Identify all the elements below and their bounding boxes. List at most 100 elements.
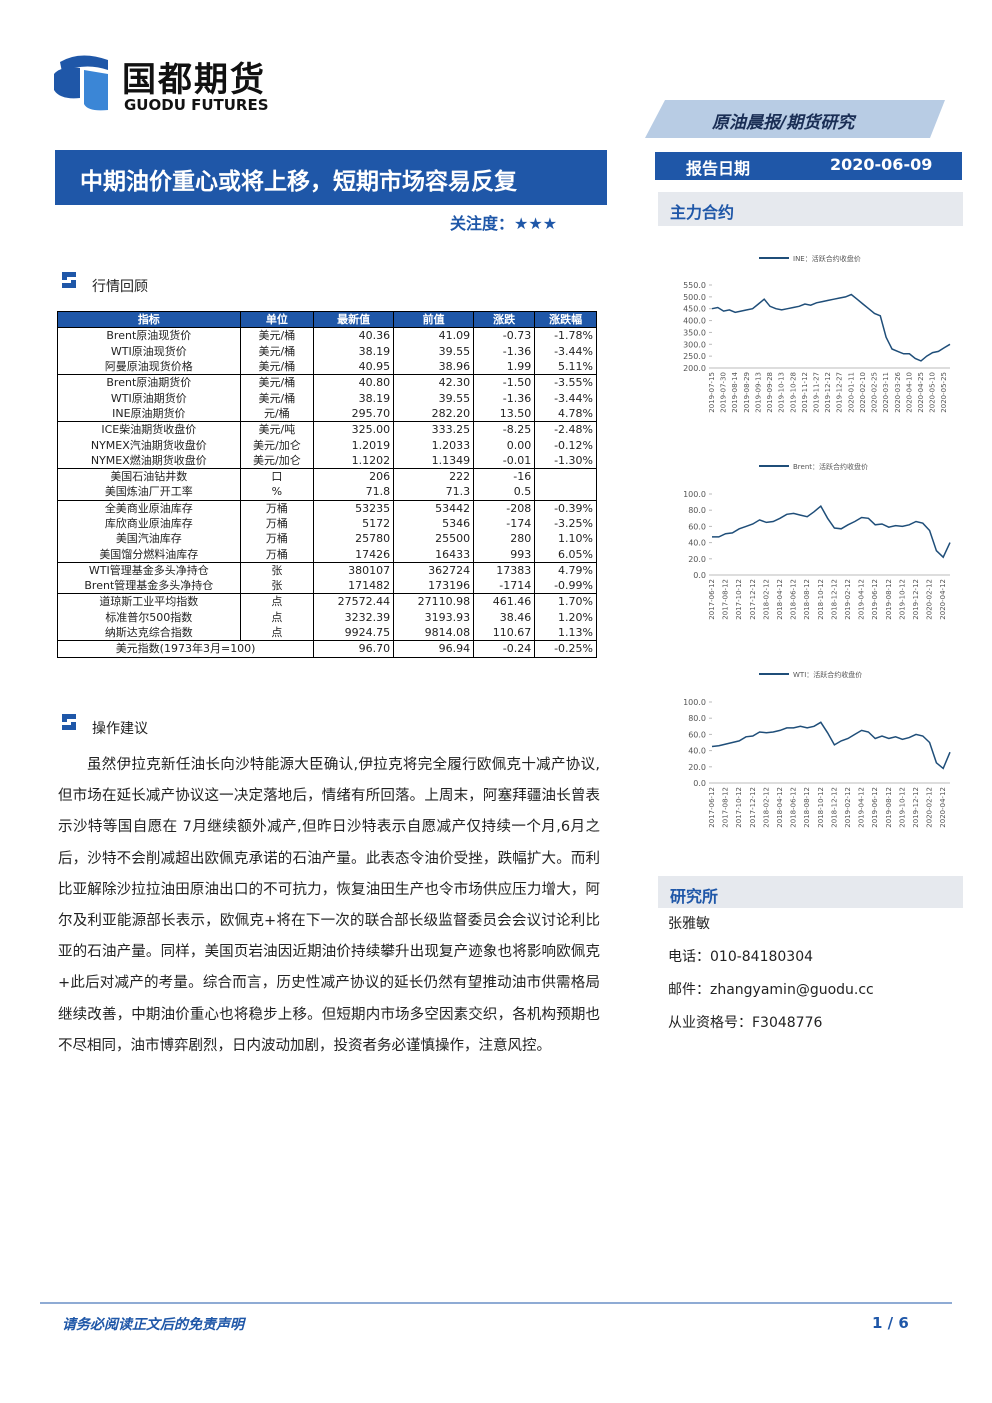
cell: -3.25% bbox=[534, 515, 597, 532]
table-row: WTI管理基金多头净持仓张 380107 362724 17383 4.79% bbox=[57, 562, 597, 579]
cell: 美元/桶 bbox=[239, 374, 315, 391]
disclaimer: 请务必阅读正文后的免责声明 bbox=[62, 1317, 244, 1333]
cell: 6.05% bbox=[534, 546, 597, 563]
y-tick-label: 20.0 bbox=[688, 555, 706, 564]
cell: 1.1349 bbox=[393, 452, 475, 469]
cell: 3193.93 bbox=[393, 609, 475, 625]
section-title: 操作建议 bbox=[92, 721, 148, 737]
x-tick-label: 2019-10-28 bbox=[789, 372, 797, 413]
x-tick-label: 2019-08-12 bbox=[885, 787, 893, 828]
cell: -208 bbox=[473, 500, 536, 516]
cell: 5.11% bbox=[534, 358, 597, 375]
y-tick-label: 80.0 bbox=[688, 714, 706, 723]
x-tick-label: 2020-03-11 bbox=[882, 372, 890, 413]
cell: 1.2033 bbox=[393, 437, 475, 453]
cell: Brent管理基金多头净持仓 bbox=[57, 578, 241, 594]
cell: ICE柴油期货收盘价 bbox=[57, 421, 241, 438]
table-row: WTI原油期货价 美元/桶 38.19 39.55 -1.36 -3.44% bbox=[57, 390, 597, 406]
y-tick-label: 100.0 bbox=[683, 698, 706, 707]
cell: 美元指数(1973年3月=100) bbox=[56, 640, 315, 658]
x-tick-label: 2020-02-10 bbox=[859, 372, 867, 413]
x-tick-label: 2019-11-27 bbox=[812, 372, 820, 413]
contract-title: 主力合约 bbox=[670, 203, 735, 222]
y-tick-label: 400.0 bbox=[683, 317, 706, 326]
x-tick-label: 2017-08-12 bbox=[722, 579, 730, 620]
x-tick-label: 2019-06-12 bbox=[871, 579, 879, 620]
cell: 42.30 bbox=[393, 374, 475, 391]
cell: 美元/桶 bbox=[239, 327, 315, 344]
cell: 38.19 bbox=[313, 390, 395, 406]
row-group: 美元指数(1973年3月=100) 96.70 96.94 -0.24 -0.25% bbox=[56, 640, 597, 658]
x-tick-label: 2018-12-12 bbox=[830, 579, 838, 620]
cell: 美元/吨 bbox=[239, 421, 315, 438]
cell: -0.73 bbox=[473, 327, 536, 344]
date-label: 报告日期 bbox=[686, 159, 751, 178]
x-tick-label: 2019-07-30 bbox=[720, 372, 728, 413]
table-row: Brent原油现货价 美元/桶 40.36 41.09 -0.73 -1.78% bbox=[57, 327, 597, 344]
cell: 295.70 bbox=[313, 405, 395, 422]
row-group: 全美商业原油库存 万桶 53235 53442 -208 -0.39% 库欣商业原油库存 万桶… bbox=[57, 500, 597, 563]
x-tick-label: 2020-03-26 bbox=[894, 371, 902, 412]
cell: NYMEX燃油期货收盘价 bbox=[57, 452, 241, 469]
cell: 库欣商业原油库存 bbox=[57, 515, 241, 532]
logo-en: GUODU FUTURES bbox=[124, 96, 269, 114]
x-tick-label: 2018-04-12 bbox=[776, 579, 784, 620]
email: 邮件：zhangyamin@guodu.cc bbox=[668, 982, 874, 998]
cell: 993 bbox=[473, 546, 536, 563]
cell: 万桶 bbox=[239, 546, 315, 563]
cell: 美元/桶 bbox=[239, 358, 315, 375]
x-tick-label: 2019-07-15 bbox=[708, 372, 716, 413]
contract-bg bbox=[658, 192, 963, 226]
cell: 53442 bbox=[393, 500, 475, 516]
table-row: ICE柴油期货收盘价 美元/吨 325.00 333.25 -8.25 -2.48% bbox=[57, 421, 597, 438]
cell: -3.55% bbox=[534, 374, 597, 391]
cell: 222 bbox=[393, 468, 475, 485]
cell: -0.39% bbox=[534, 500, 597, 516]
y-tick-label: 0.0 bbox=[693, 779, 706, 788]
row-group: ICE柴油期货收盘价 美元/吨 325.00 333.25 -8.25 -2.48% NYM… bbox=[57, 421, 597, 469]
cell: -3.44% bbox=[534, 390, 597, 406]
cell: 16433 bbox=[393, 546, 475, 563]
cell: 道琼斯工业平均指数 bbox=[57, 593, 241, 610]
x-tick-label: 2020-05-25 bbox=[940, 372, 948, 413]
cell: WTI原油期货价 bbox=[57, 390, 241, 406]
table-row: 美国汽油库存 万桶 25780 25500 280 1.10% bbox=[57, 531, 597, 547]
cell: 53235 bbox=[313, 500, 395, 516]
cell: 万桶 bbox=[239, 531, 315, 547]
cell: -174 bbox=[473, 515, 536, 532]
x-tick-label: 2019-04-12 bbox=[858, 579, 866, 620]
row-group: Brent原油期货价 美元/桶 40.80 42.30 -1.50 -3.55% WTI原油… bbox=[57, 374, 597, 422]
table-row: Brent原油期货价 美元/桶 40.80 42.30 -1.50 -3.55% bbox=[57, 374, 597, 391]
y-tick-label: 250.0 bbox=[683, 352, 706, 361]
section-icon bbox=[62, 272, 76, 288]
cell: 110.67 bbox=[473, 624, 536, 641]
table-row: 美国炼油厂开工率% 71.8 71.3 0.5 bbox=[57, 484, 597, 501]
cell: 27110.98 bbox=[393, 593, 475, 610]
research-bg bbox=[658, 876, 963, 908]
cell: 4.78% bbox=[534, 405, 597, 422]
x-tick-label: 2018-08-12 bbox=[803, 787, 811, 828]
advice-text: 虽然伊拉克新任油长向沙特能源大臣确认,伊拉克将完全履行欧佩克十减产协议,但市场在… bbox=[58, 757, 600, 1054]
cell: 25500 bbox=[393, 531, 475, 547]
cell: 13.50 bbox=[473, 405, 536, 422]
x-tick-label: 2020-02-12 bbox=[926, 579, 934, 620]
x-tick-label: 2020-04-25 bbox=[917, 372, 925, 413]
y-tick-label: 60.0 bbox=[688, 730, 706, 739]
cell: WTI原油现货价 bbox=[57, 343, 241, 359]
title: 中期油价重心或将上移，短期市场容易反复 bbox=[80, 169, 517, 195]
page-number: 1 / 6 bbox=[872, 1314, 909, 1332]
table-row: WTI原油现货价 美元/桶 38.19 39.55 -1.36 -3.44% bbox=[57, 343, 597, 359]
y-tick-label: 80.0 bbox=[688, 506, 706, 515]
row-group: 美国石油钻井数口 206 222 -16 美国炼油厂开工率% 71.8 71.3 0.5 bbox=[57, 468, 597, 501]
cell: 5172 bbox=[313, 515, 395, 532]
x-tick-label: 2019-10-12 bbox=[898, 787, 906, 828]
x-tick-label: 2019-12-12 bbox=[912, 579, 920, 620]
x-tick-label: 2019-06-12 bbox=[871, 787, 879, 828]
cell: 点 bbox=[239, 609, 315, 625]
cell: 9924.75 bbox=[313, 624, 395, 641]
table-row: 美元指数(1973年3月=100) 96.70 96.94 -0.24 -0.25% bbox=[56, 640, 597, 658]
header-cell: 涨跌 bbox=[473, 310, 536, 329]
cell: 美国炼油厂开工率 bbox=[57, 484, 241, 501]
